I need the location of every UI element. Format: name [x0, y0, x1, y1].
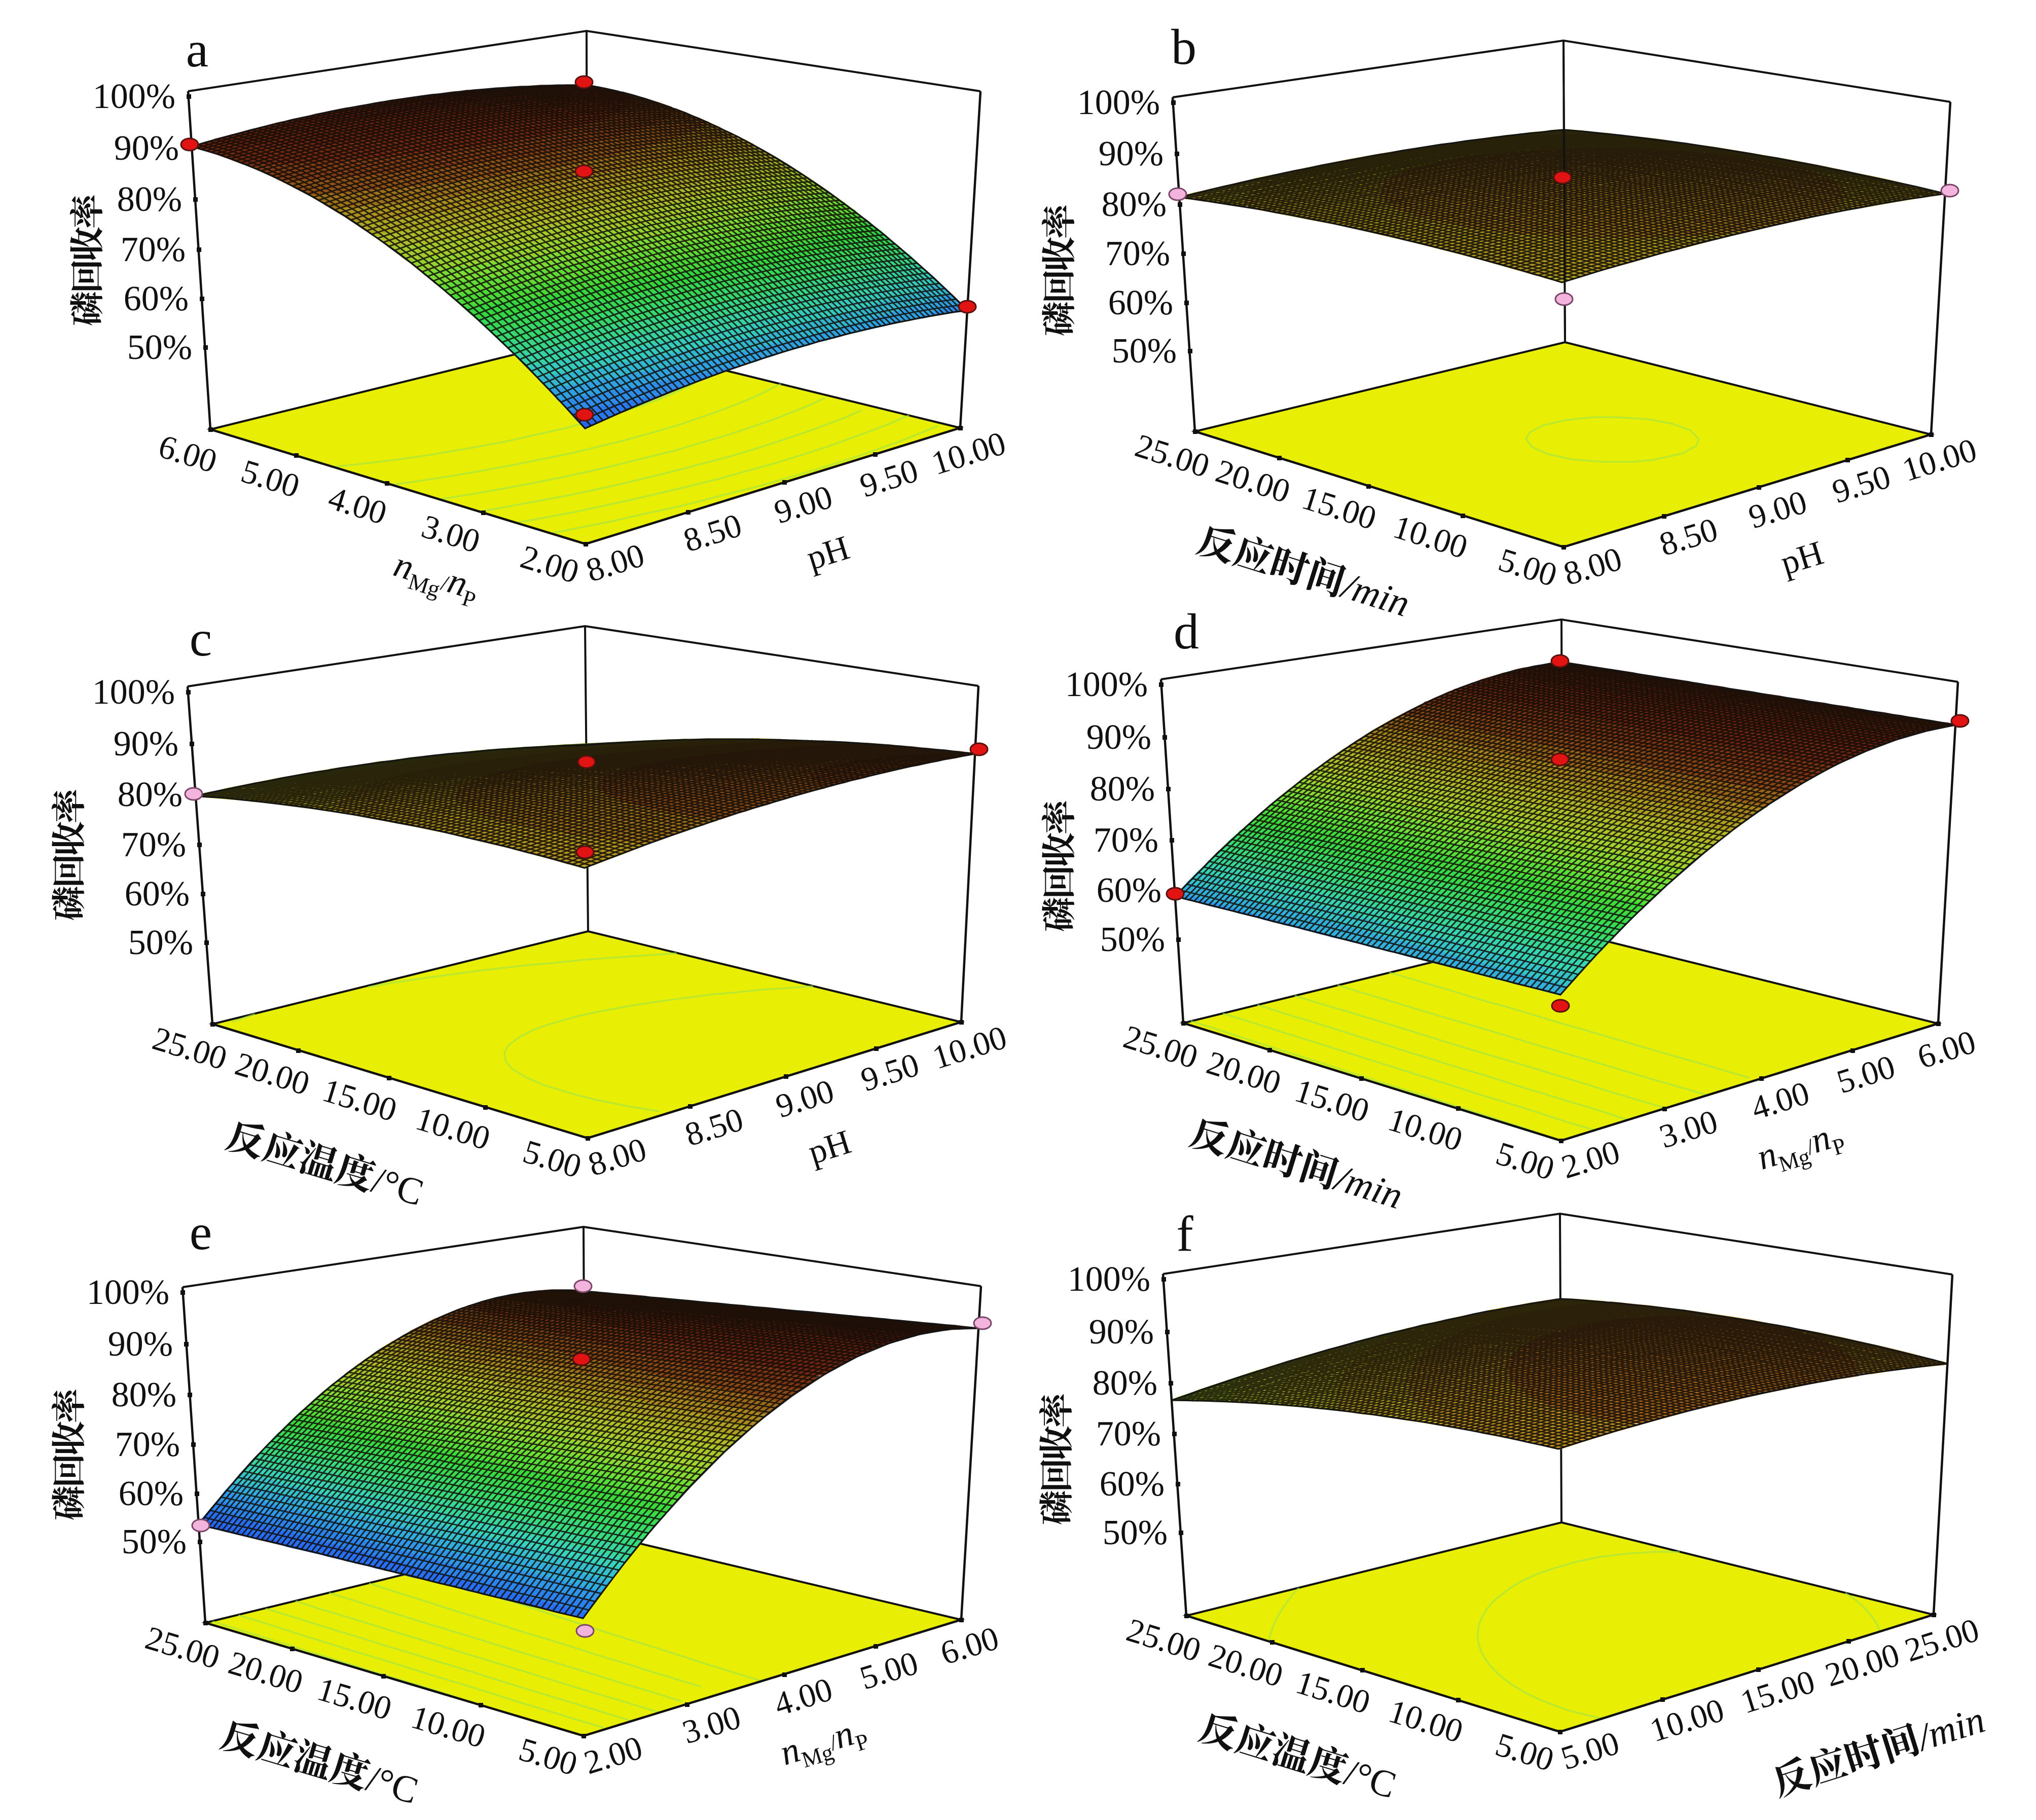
- svg-text:50%: 50%: [1100, 920, 1165, 959]
- svg-text:80%: 80%: [117, 180, 182, 219]
- svg-text:50%: 50%: [127, 328, 192, 367]
- svg-text:90%: 90%: [108, 1325, 173, 1364]
- svg-text:60%: 60%: [1100, 1465, 1165, 1504]
- svg-text:60%: 60%: [119, 1474, 184, 1513]
- svg-text:50%: 50%: [128, 923, 193, 962]
- svg-text:a: a: [186, 21, 208, 78]
- svg-text:70%: 70%: [121, 230, 186, 269]
- svg-text:80%: 80%: [1102, 185, 1167, 224]
- svg-text:70%: 70%: [1096, 1414, 1161, 1453]
- svg-text:60%: 60%: [1108, 283, 1173, 322]
- svg-text:50%: 50%: [122, 1522, 187, 1561]
- svg-text:100%: 100%: [92, 673, 175, 712]
- svg-text:100%: 100%: [93, 77, 175, 116]
- svg-text:100%: 100%: [1065, 665, 1148, 704]
- svg-text:50%: 50%: [1112, 332, 1177, 371]
- svg-text:100%: 100%: [1077, 83, 1160, 122]
- svg-text:100%: 100%: [87, 1273, 169, 1312]
- svg-text:100%: 100%: [1068, 1260, 1150, 1299]
- svg-text:90%: 90%: [1086, 718, 1151, 757]
- svg-text:90%: 90%: [114, 129, 179, 168]
- svg-text:80%: 80%: [1093, 1364, 1157, 1403]
- svg-text:e: e: [190, 1204, 212, 1260]
- svg-text:90%: 90%: [1099, 134, 1164, 173]
- svg-text:90%: 90%: [114, 724, 178, 763]
- svg-text:80%: 80%: [112, 1375, 176, 1414]
- svg-text:80%: 80%: [1090, 770, 1155, 809]
- svg-text:70%: 70%: [1105, 234, 1170, 273]
- svg-text:60%: 60%: [124, 279, 189, 318]
- svg-text:60%: 60%: [1097, 871, 1161, 910]
- svg-text:d: d: [1174, 603, 1199, 660]
- svg-text:60%: 60%: [125, 875, 190, 914]
- svg-text:80%: 80%: [118, 775, 183, 814]
- svg-text:b: b: [1171, 19, 1196, 75]
- svg-text:f: f: [1176, 1206, 1193, 1262]
- svg-text:70%: 70%: [1094, 821, 1158, 860]
- svg-text:70%: 70%: [115, 1425, 180, 1464]
- svg-text:c: c: [190, 610, 212, 667]
- svg-text:50%: 50%: [1103, 1513, 1168, 1552]
- svg-text:90%: 90%: [1089, 1313, 1154, 1352]
- svg-text:70%: 70%: [121, 825, 186, 864]
